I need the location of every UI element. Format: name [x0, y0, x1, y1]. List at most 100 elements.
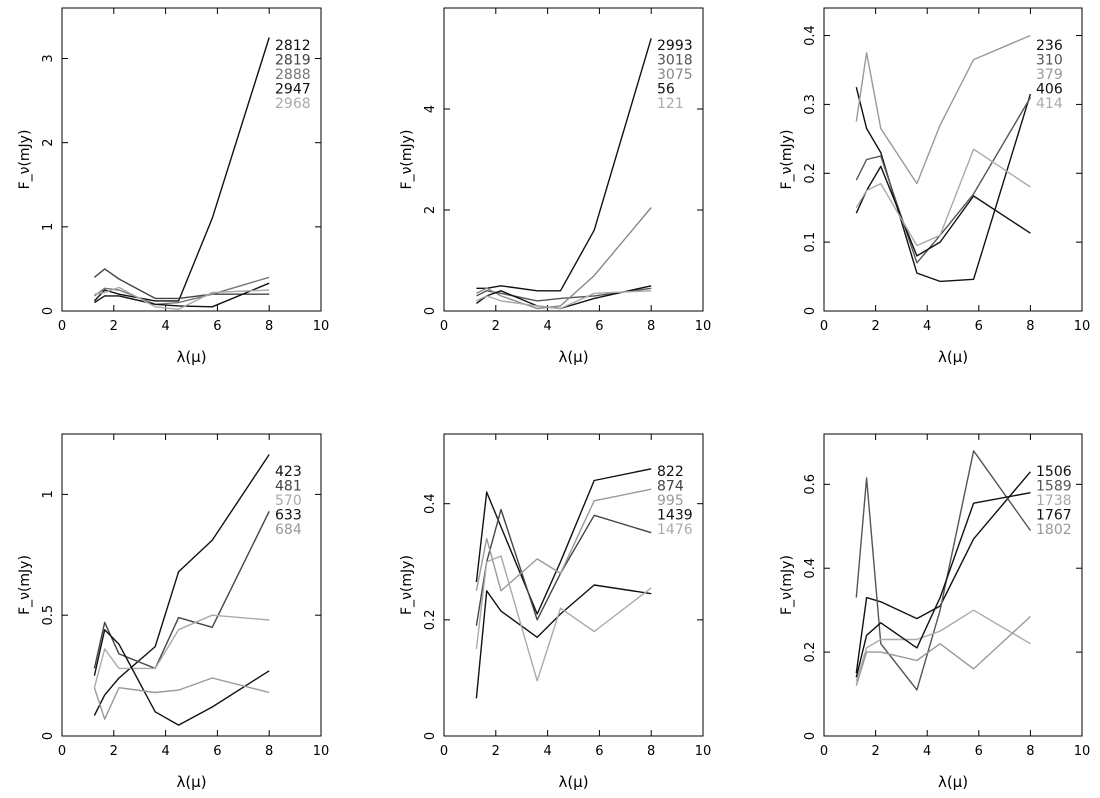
- y-tick-label: 0.2: [423, 610, 438, 631]
- series-line-1738: [855, 609, 1031, 682]
- y-tick-label: 0: [423, 307, 438, 315]
- x-tick-label: 6: [975, 319, 983, 334]
- x-tick-label: 4: [543, 744, 551, 759]
- legend-entry: 1767: [1036, 508, 1072, 524]
- legend-entry: 684: [275, 522, 302, 538]
- x-tick-label: 0: [820, 319, 828, 334]
- x-axis-label: λ(μ): [938, 773, 968, 791]
- x-tick-label: 10: [695, 319, 712, 334]
- x-tick-label: 10: [313, 744, 330, 759]
- x-tick-label: 8: [265, 319, 273, 334]
- series-line-684: [93, 677, 270, 720]
- plot-frame: [823, 433, 1083, 737]
- series-line-2968: [94, 286, 270, 310]
- plot-frame: [443, 7, 704, 312]
- y-tick-label: 0.4: [803, 25, 818, 46]
- series-line-3075: [476, 207, 652, 310]
- y-tick-label: 2: [423, 206, 438, 214]
- legend-entry: 995: [657, 493, 684, 509]
- x-tick-label: 6: [213, 319, 221, 334]
- legend-entry: 121: [657, 96, 684, 112]
- legend-entry: 406: [1036, 82, 1063, 98]
- series-line-379: [855, 34, 1031, 185]
- y-axis-label: F_ν(mJy): [17, 130, 33, 190]
- legend-entry: 2812: [275, 38, 311, 54]
- x-axis-label: λ(μ): [176, 773, 206, 791]
- series-line-633: [93, 629, 270, 726]
- x-tick-label: 10: [695, 744, 712, 759]
- legend-entry: 1738: [1036, 493, 1072, 509]
- series-line-423: [93, 454, 270, 716]
- y-tick-label: 4: [423, 105, 438, 113]
- x-tick-label: 4: [923, 744, 931, 759]
- legend-entry: 236: [1036, 38, 1063, 54]
- panel-1: 0 2 4 6 8 10 0 1 2 3 λ(μ) F_ν(mJy) 28122819288829472…: [17, 7, 329, 366]
- legend-entry: 633: [275, 508, 302, 524]
- y-axis-label: F_ν(mJy): [779, 130, 795, 190]
- legend-entry: 1802: [1036, 522, 1072, 538]
- y-axis-label: F_ν(mJy): [399, 130, 415, 190]
- panel-6: 0 2 4 6 8 10 0 0.2 0.4 0.6 λ(μ) F_ν(mJy) 15061589173…: [779, 433, 1091, 791]
- series-line-822: [475, 468, 652, 615]
- legend-entry: 379: [1036, 67, 1063, 83]
- series-line-236: [855, 87, 1032, 283]
- series-line-1767: [855, 492, 1031, 678]
- series-line-121: [476, 290, 652, 310]
- x-tick-label: 10: [1074, 744, 1091, 759]
- legend-entry: 1476: [657, 522, 693, 538]
- x-axis-label: λ(μ): [938, 348, 968, 366]
- legend-entry: 2947: [275, 82, 311, 98]
- y-tick-label: 3: [41, 54, 56, 62]
- legend-entry: 570: [275, 493, 302, 509]
- series-line-481: [93, 510, 270, 670]
- x-axis-label: λ(μ): [558, 773, 588, 791]
- x-tick-label: 0: [58, 319, 66, 334]
- legend-entry: 423: [275, 464, 302, 480]
- y-tick-label: 0: [423, 732, 438, 740]
- x-tick-label: 2: [871, 319, 879, 334]
- legend-entry: 3075: [657, 67, 693, 83]
- x-tick-label: 2: [110, 319, 118, 334]
- series-line-3018: [476, 287, 652, 302]
- y-tick-label: 0.2: [803, 163, 818, 184]
- series-line-1506: [855, 471, 1031, 674]
- y-tick-label: 0.5: [41, 605, 56, 626]
- x-tick-label: 6: [213, 744, 221, 759]
- y-tick-label: 0: [41, 732, 56, 740]
- y-tick-label: 1: [41, 223, 56, 231]
- series-line-2993: [476, 38, 652, 292]
- x-tick-label: 8: [265, 744, 273, 759]
- x-tick-label: 2: [492, 744, 500, 759]
- y-axis-label: F_ν(mJy): [399, 555, 415, 615]
- x-tick-label: 8: [647, 744, 655, 759]
- series-line-1476: [475, 555, 652, 682]
- x-tick-label: 0: [440, 319, 448, 334]
- series-line-570: [93, 614, 270, 688]
- y-tick-label: 0.3: [803, 94, 818, 115]
- y-tick-label: 0.4: [423, 493, 438, 514]
- legend-entry: 2968: [275, 96, 311, 112]
- legend-entry: 2888: [275, 67, 311, 83]
- series-line-2947: [94, 282, 270, 308]
- x-tick-label: 4: [923, 319, 931, 334]
- legend-entry: 822: [657, 464, 684, 480]
- series-line-310: [855, 97, 1032, 264]
- y-tick-label: 2: [41, 139, 56, 147]
- plot-frame: [443, 433, 704, 737]
- legend-entry: 310: [1036, 53, 1063, 69]
- x-tick-label: 8: [647, 319, 655, 334]
- plot-frame: [61, 433, 322, 737]
- x-tick-label: 4: [161, 319, 169, 334]
- y-tick-label: 0.2: [803, 642, 818, 663]
- series-line-2812: [93, 37, 270, 302]
- x-tick-label: 2: [492, 319, 500, 334]
- panel-5: 0 2 4 6 8 10 0 0.2 0.4 λ(μ) F_ν(mJy) 82287499514391…: [399, 433, 712, 791]
- series-line-1439: [475, 584, 652, 699]
- x-tick-label: 0: [440, 744, 448, 759]
- y-axis-label: F_ν(mJy): [17, 555, 33, 615]
- legend-entry: 1439: [657, 508, 693, 524]
- legend-entry: 3018: [657, 53, 693, 69]
